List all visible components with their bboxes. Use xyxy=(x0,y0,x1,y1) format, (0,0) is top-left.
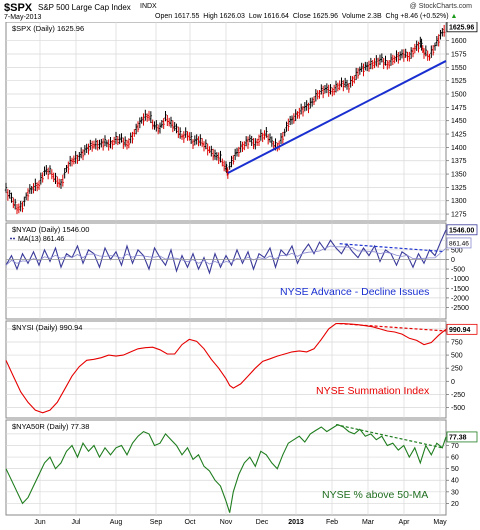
x-tick-label: Aug xyxy=(110,519,123,526)
annotation-label: NYSE Advance - Decline Issues xyxy=(280,286,429,298)
open-value: 1617.55 xyxy=(174,13,200,20)
chart-date: 7-May-2013 xyxy=(4,14,42,21)
y-tick-label: 60 xyxy=(451,455,459,462)
watermark[interactable]: @ StockCharts.com xyxy=(409,3,472,10)
panel-title: $NYSI (Daily) 990.94 xyxy=(12,323,82,332)
y-tick-label: -1500 xyxy=(451,286,469,293)
annotation-label: NYSE Summation Index xyxy=(316,385,430,397)
y-tick-label: -1000 xyxy=(451,276,469,283)
series-line-nya50r xyxy=(5,423,447,513)
x-tick-label: Nov xyxy=(220,519,233,526)
open-label: Open xyxy=(155,13,173,20)
y-tick-label: 70 xyxy=(451,443,459,450)
panel-title: $SPX (Daily) 1625.96 xyxy=(12,24,84,33)
y-tick-label: 500 xyxy=(451,247,463,254)
y-tick-label: 500 xyxy=(451,353,463,360)
y-tick-label: -500 xyxy=(451,267,465,274)
last-value-tag xyxy=(446,22,478,33)
close-value: 1625.96 xyxy=(312,13,339,20)
annotation-label: NYSE % above 50-MA xyxy=(322,489,428,501)
y-tick-label: 1450 xyxy=(451,118,467,125)
y-tick-label: -2000 xyxy=(451,295,469,302)
y-tick-label: 1400 xyxy=(451,145,467,152)
y-tick-label: 0 xyxy=(451,257,455,264)
last-value-tag xyxy=(446,224,478,236)
panel-nya50r: 80706050403020$NYA50R (Daily) 77.38NYSE … xyxy=(5,419,478,526)
y-tick-label: 1275 xyxy=(451,212,467,219)
y-tick-label: 1325 xyxy=(451,185,467,192)
quote-bar: Open 1617.55 High 1626.03 Low 1616.64 Cl… xyxy=(155,13,457,20)
x-tick-label: 2013 xyxy=(288,519,304,526)
volume-value: 2.3B xyxy=(367,13,382,20)
panel-title: $NYAD (Daily) 1546.00 xyxy=(12,225,89,234)
x-tick-label: Jul xyxy=(72,519,81,526)
series-line-nysi xyxy=(5,323,447,414)
close-label: Close xyxy=(292,13,311,20)
x-tick-label: Jun xyxy=(34,519,45,526)
last-value-label: 1625.96 xyxy=(449,25,474,32)
low-value: 1616.64 xyxy=(263,13,289,20)
index-name: S&P 500 Large Cap Index xyxy=(38,3,131,12)
panel-title: $NYA50R (Daily) 77.38 xyxy=(12,422,89,431)
y-tick-label: -2500 xyxy=(451,305,469,312)
x-tick-label: Apr xyxy=(399,519,411,526)
y-tick-label: -500 xyxy=(451,405,465,412)
high-value: 1626.03 xyxy=(219,13,245,20)
x-tick-label: Sep xyxy=(150,519,163,526)
support-trendline xyxy=(227,60,447,174)
x-tick-label: Mar xyxy=(362,519,375,526)
x-tick-label: Dec xyxy=(256,519,269,526)
dashed-trendline xyxy=(335,424,443,449)
volume-label: Volume xyxy=(341,13,366,20)
last-value-tag xyxy=(446,323,478,335)
y-tick-label: 1425 xyxy=(451,132,467,139)
y-tick-label: 1600 xyxy=(451,38,467,45)
y-tick-label: 250 xyxy=(451,366,463,373)
chart-header: $SPX S&P 500 Large Cap Index INDX 7-May-… xyxy=(4,2,476,22)
y-tick-label: 50 xyxy=(451,466,459,473)
exchange-label: INDX xyxy=(140,3,157,10)
y-tick-label: 1375 xyxy=(451,158,467,165)
y-tick-label: 1575 xyxy=(451,52,467,59)
y-tick-label: 1525 xyxy=(451,78,467,85)
y-tick-label: 750 xyxy=(451,339,463,346)
symbol-label[interactable]: $SPX xyxy=(4,2,33,14)
y-tick-label: 1300 xyxy=(451,198,467,205)
last-value-label: 77.38 xyxy=(449,435,467,442)
change-value: +8.46 (+0.52%) xyxy=(400,13,449,20)
y-tick-label: 0 xyxy=(451,379,455,386)
y-tick-label: 40 xyxy=(451,478,459,485)
y-tick-label: 20 xyxy=(451,501,459,508)
last-value-label: 990.94 xyxy=(449,327,471,334)
ma13-line xyxy=(5,245,447,266)
dashed-trendline xyxy=(339,323,447,332)
y-tick-label: 1350 xyxy=(451,172,467,179)
y-tick-label: 1475 xyxy=(451,105,467,112)
dashed-trendline xyxy=(339,243,443,253)
ma-value-tag xyxy=(446,237,472,249)
y-tick-label: -250 xyxy=(451,392,465,399)
series-line-nyad xyxy=(5,229,447,275)
ma-value-label: 861.46 xyxy=(449,241,469,248)
y-tick-label: 1500 xyxy=(451,92,467,99)
last-value-label: 1546.00 xyxy=(449,228,474,235)
panel-price: 1275 1300 1325 1350 1375 1400 1425 1450 1475 1500… xyxy=(4,22,478,232)
x-tick-label: Feb xyxy=(326,519,338,526)
x-tick-label: Oct xyxy=(185,519,196,526)
change-label: Chg xyxy=(385,13,399,20)
y-tick-label: 30 xyxy=(451,489,459,496)
panel-nyad: 10005000-500-1000-1500-2000-2500$NYAD (D… xyxy=(5,222,478,320)
panel-nysi: 10007505002500-250-500$NYSI (Daily) 990.… xyxy=(5,320,478,419)
change-arrow-icon: ▲ xyxy=(450,13,458,20)
low-label: Low xyxy=(248,13,262,20)
last-value-tag xyxy=(446,431,478,443)
x-tick-label: May xyxy=(433,519,447,526)
y-tick-label: 1550 xyxy=(451,65,467,72)
chart-canvas[interactable]: 1275 1300 1325 1350 1375 1400 1425 1450 1475 1500… xyxy=(0,22,480,530)
high-label: High xyxy=(203,13,218,20)
ma-legend-label: MA(13) 861.46 xyxy=(18,236,64,243)
